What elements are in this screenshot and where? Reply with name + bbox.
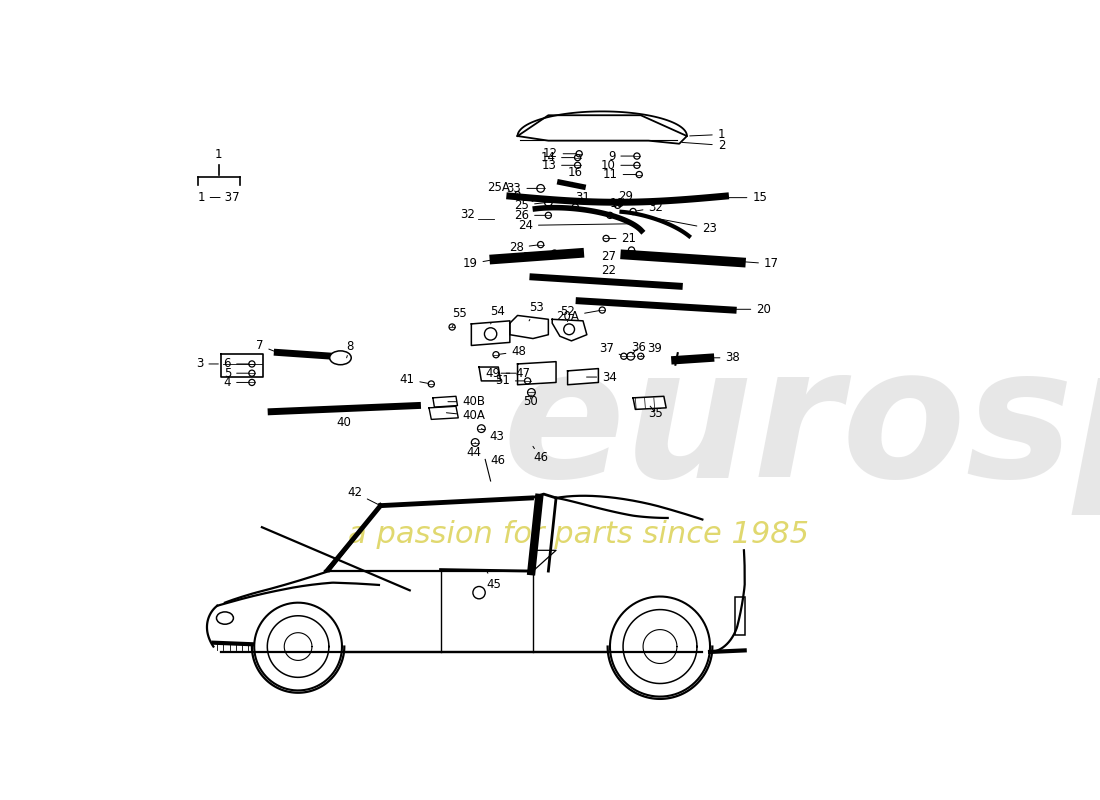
Polygon shape bbox=[517, 362, 556, 385]
Text: 25A: 25A bbox=[487, 181, 510, 194]
Text: 37: 37 bbox=[598, 342, 622, 355]
Text: 1: 1 bbox=[690, 128, 725, 141]
Text: 32: 32 bbox=[636, 201, 663, 214]
Polygon shape bbox=[433, 396, 458, 407]
Text: 3: 3 bbox=[196, 358, 218, 370]
Text: 45: 45 bbox=[486, 571, 502, 591]
Text: 21: 21 bbox=[609, 232, 637, 245]
Text: 50: 50 bbox=[522, 395, 538, 408]
Text: 36: 36 bbox=[630, 341, 646, 354]
Text: 46: 46 bbox=[491, 454, 506, 466]
Text: 27: 27 bbox=[601, 250, 629, 262]
Text: 2: 2 bbox=[682, 138, 725, 152]
Text: 34: 34 bbox=[586, 370, 617, 383]
Text: 32: 32 bbox=[460, 208, 475, 221]
Text: 7: 7 bbox=[256, 339, 275, 352]
Polygon shape bbox=[429, 406, 459, 419]
Polygon shape bbox=[472, 321, 510, 346]
Text: 15: 15 bbox=[728, 191, 768, 204]
Text: 17: 17 bbox=[744, 258, 779, 270]
Polygon shape bbox=[510, 315, 548, 338]
Text: 24: 24 bbox=[518, 219, 629, 232]
Polygon shape bbox=[517, 115, 686, 144]
Text: 11: 11 bbox=[603, 168, 637, 181]
Text: 25: 25 bbox=[514, 199, 546, 212]
Text: 30: 30 bbox=[522, 251, 552, 264]
Text: 1: 1 bbox=[214, 149, 222, 162]
Polygon shape bbox=[568, 369, 598, 385]
Text: 52: 52 bbox=[560, 305, 575, 322]
Text: 28: 28 bbox=[509, 241, 538, 254]
Text: 22: 22 bbox=[601, 264, 616, 281]
Text: 26: 26 bbox=[514, 209, 546, 222]
Text: 9: 9 bbox=[608, 150, 634, 162]
Text: a passion for parts since 1985: a passion for parts since 1985 bbox=[348, 521, 810, 550]
Text: 13: 13 bbox=[541, 158, 575, 172]
Text: 42: 42 bbox=[346, 486, 378, 504]
Text: 5: 5 bbox=[223, 366, 249, 380]
Text: 10: 10 bbox=[601, 158, 634, 172]
Text: 54: 54 bbox=[491, 305, 506, 324]
Text: 38: 38 bbox=[713, 351, 740, 364]
Text: 14: 14 bbox=[541, 151, 575, 164]
Text: 1 — 37: 1 — 37 bbox=[198, 190, 240, 204]
Polygon shape bbox=[480, 367, 501, 381]
Text: eurospares: eurospares bbox=[502, 339, 1100, 515]
Text: 6: 6 bbox=[223, 358, 249, 370]
Text: 43: 43 bbox=[482, 429, 504, 443]
Text: 53: 53 bbox=[529, 302, 543, 321]
Polygon shape bbox=[221, 354, 264, 377]
Text: 19: 19 bbox=[462, 258, 493, 270]
Text: 33: 33 bbox=[507, 182, 538, 195]
Text: 46: 46 bbox=[534, 446, 548, 464]
Polygon shape bbox=[634, 396, 667, 410]
Text: 40B: 40B bbox=[448, 395, 485, 408]
Text: 39: 39 bbox=[640, 342, 662, 356]
Text: 23: 23 bbox=[624, 212, 717, 235]
Text: 4: 4 bbox=[223, 376, 249, 389]
Text: 18: 18 bbox=[609, 198, 625, 215]
Text: 47: 47 bbox=[502, 366, 530, 380]
Text: 48: 48 bbox=[498, 345, 526, 358]
Text: 51: 51 bbox=[495, 374, 525, 387]
Ellipse shape bbox=[330, 351, 351, 365]
Text: 20A: 20A bbox=[557, 310, 600, 322]
Text: 8: 8 bbox=[346, 340, 354, 358]
Text: 40A: 40A bbox=[447, 409, 485, 422]
Text: 16: 16 bbox=[568, 166, 583, 185]
Text: 12: 12 bbox=[542, 147, 576, 160]
Text: 41: 41 bbox=[399, 373, 429, 386]
Bar bbox=[736, 597, 745, 635]
Text: 40: 40 bbox=[337, 410, 352, 429]
Text: 20: 20 bbox=[736, 302, 771, 316]
Polygon shape bbox=[552, 319, 587, 341]
Text: 35: 35 bbox=[649, 406, 663, 420]
Text: 55: 55 bbox=[452, 306, 466, 327]
Text: 49: 49 bbox=[485, 366, 516, 380]
Text: 31: 31 bbox=[575, 191, 591, 205]
Text: 29: 29 bbox=[618, 190, 632, 203]
Text: 44: 44 bbox=[466, 442, 481, 459]
